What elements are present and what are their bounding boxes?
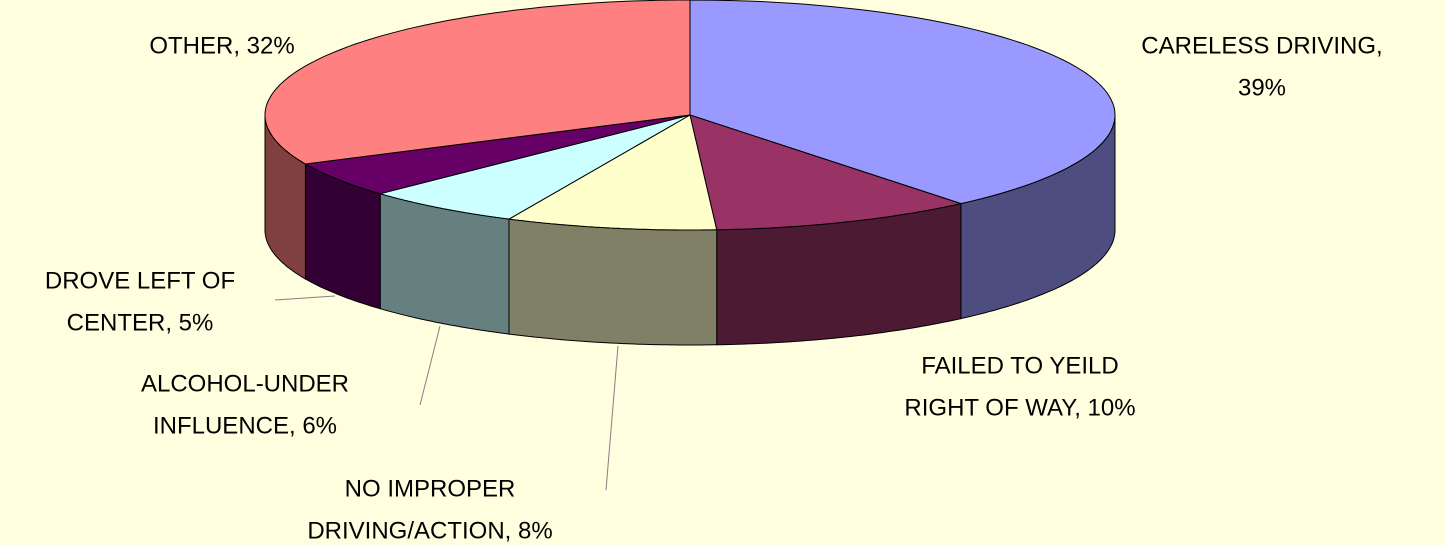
data-label: 39%: [1238, 74, 1286, 101]
leader-line: [419, 325, 441, 406]
data-label: CARELESS DRIVING,: [1141, 32, 1382, 59]
leader-line: [274, 295, 336, 301]
data-label: OTHER, 32%: [149, 32, 294, 59]
pie-slice: [689, 114, 963, 231]
pie-side: [508, 218, 718, 346]
pie-slice: [378, 114, 691, 220]
data-label: DRIVING/ACTION, 8%: [307, 517, 552, 544]
pie-slice: [689, 0, 1116, 205]
pie-slice: [264, 0, 691, 165]
data-label: CENTER, 5%: [67, 309, 214, 336]
pie-tops: [264, 0, 1116, 231]
data-label: ALCOHOL-UNDER: [141, 370, 349, 397]
data-label: INFLUENCE, 6%: [153, 412, 337, 439]
data-label: DROVE LEFT OF: [45, 267, 235, 294]
pie-slice: [303, 114, 691, 195]
labels: CARELESS DRIVING, 39% FAILED TO YEILD RIGHT…: [45, 32, 1383, 544]
data-label: RIGHT OF WAY, 10%: [904, 394, 1135, 421]
leader-line: [605, 345, 619, 491]
data-label: NO IMPROPER: [345, 475, 516, 502]
data-label: FAILED TO YEILD: [921, 352, 1118, 379]
pie-slice: [507, 114, 718, 231]
